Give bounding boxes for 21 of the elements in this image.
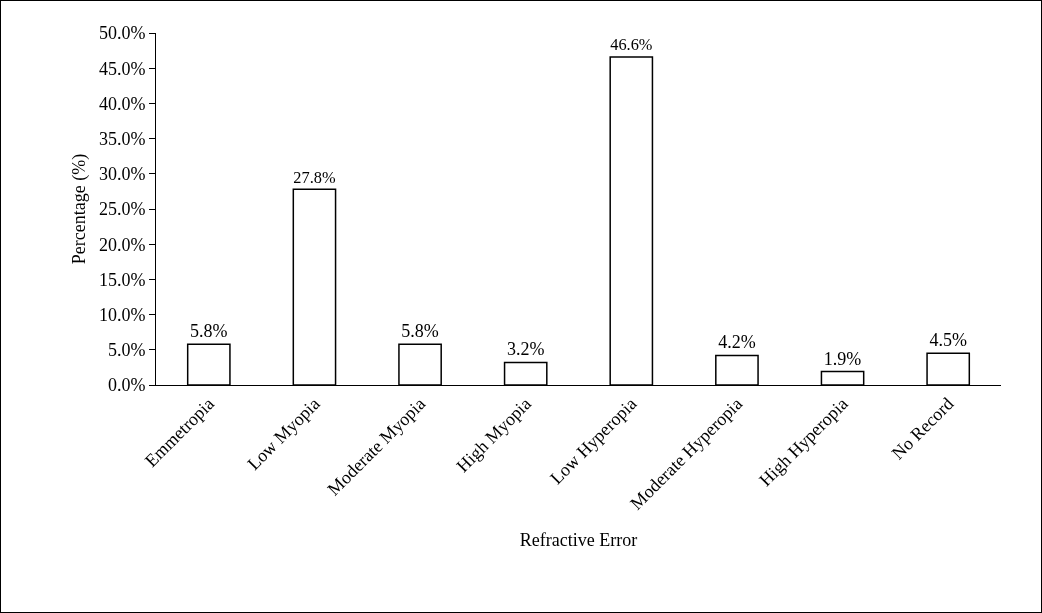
y-tick-label: 15.0% bbox=[98, 269, 146, 290]
data-label: 27.8% bbox=[293, 167, 336, 187]
y-tick-label: 40.0% bbox=[98, 93, 146, 114]
data-label: 4.2% bbox=[718, 332, 756, 353]
data-label: 4.5% bbox=[929, 330, 967, 351]
y-tick-label: 50.0% bbox=[98, 23, 146, 44]
y-tick-label: 10.0% bbox=[98, 304, 146, 325]
data-label: 3.2% bbox=[506, 339, 545, 360]
y-tick-label: 0.0% bbox=[107, 375, 146, 396]
data-label: 5.8% bbox=[401, 321, 439, 342]
y-tick-label: 35.0% bbox=[98, 128, 146, 149]
x-axis-title: Refractive Error bbox=[519, 529, 638, 550]
y-tick-label: 25.0% bbox=[98, 199, 146, 220]
y-tick-label: 5.0% bbox=[107, 340, 146, 361]
y-tick-label: 30.0% bbox=[98, 164, 146, 185]
data-label: 5.8% bbox=[190, 321, 228, 342]
y-tick-label: 45.0% bbox=[98, 58, 146, 79]
data-label: 46.6% bbox=[610, 35, 653, 55]
y-axis-title: Percentage (%) bbox=[69, 153, 91, 265]
y-tick-label: 20.0% bbox=[98, 234, 146, 255]
data-label: 1.9% bbox=[823, 348, 862, 369]
